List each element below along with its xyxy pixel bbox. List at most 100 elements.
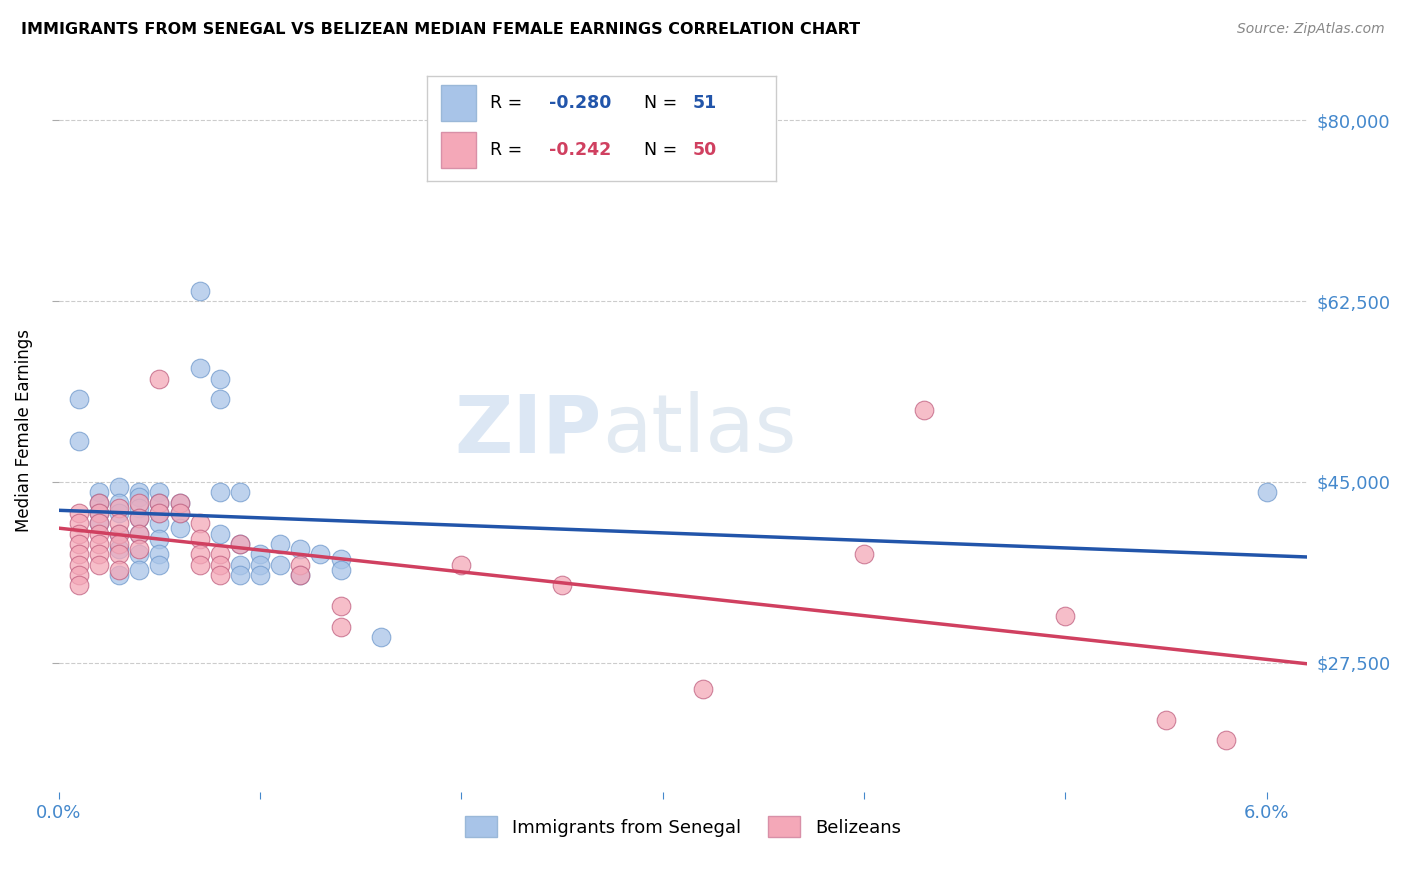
Point	[128, 547, 150, 561]
Point	[188, 547, 211, 561]
Text: IMMIGRANTS FROM SENEGAL VS BELIZEAN MEDIAN FEMALE EARNINGS CORRELATION CHART: IMMIGRANTS FROM SENEGAL VS BELIZEAN MEDI…	[21, 22, 860, 37]
Point	[1215, 733, 1237, 747]
Y-axis label: Median Female Earnings: Median Female Earnings	[15, 329, 32, 532]
Point	[188, 516, 211, 531]
Point	[1054, 609, 1077, 624]
Legend: Immigrants from Senegal, Belizeans: Immigrants from Senegal, Belizeans	[457, 809, 908, 845]
Point	[128, 495, 150, 509]
Point	[208, 371, 231, 385]
Text: Source: ZipAtlas.com: Source: ZipAtlas.com	[1237, 22, 1385, 37]
Point	[148, 532, 170, 546]
Point	[370, 630, 392, 644]
Point	[249, 568, 271, 582]
Point	[128, 526, 150, 541]
Point	[229, 558, 252, 572]
Point	[208, 526, 231, 541]
Text: ZIP: ZIP	[454, 392, 602, 469]
Point	[290, 568, 312, 582]
Point	[148, 495, 170, 509]
Point	[87, 495, 110, 509]
Point	[169, 506, 191, 520]
Point	[108, 516, 131, 531]
Point	[108, 542, 131, 557]
Point	[169, 495, 191, 509]
Point	[108, 526, 131, 541]
Point	[87, 526, 110, 541]
Point	[169, 521, 191, 535]
Point	[128, 485, 150, 500]
Point	[87, 558, 110, 572]
Point	[914, 402, 936, 417]
Point	[67, 537, 90, 551]
Point	[67, 506, 90, 520]
Point	[208, 558, 231, 572]
Point	[108, 563, 131, 577]
Point	[450, 558, 472, 572]
Point	[1154, 713, 1177, 727]
Point	[329, 563, 352, 577]
Point	[148, 558, 170, 572]
Point	[229, 568, 252, 582]
Point	[87, 537, 110, 551]
Point	[148, 485, 170, 500]
Point	[128, 511, 150, 525]
Point	[309, 547, 332, 561]
Point	[188, 558, 211, 572]
Point	[67, 516, 90, 531]
Point	[1256, 485, 1278, 500]
Point	[87, 506, 110, 520]
Point	[229, 485, 252, 500]
Point	[67, 578, 90, 592]
Point	[108, 495, 131, 509]
Point	[108, 500, 131, 515]
Point	[208, 547, 231, 561]
Text: atlas: atlas	[602, 392, 796, 469]
Point	[249, 547, 271, 561]
Point	[290, 568, 312, 582]
Point	[128, 542, 150, 557]
Point	[692, 681, 714, 696]
Point	[188, 284, 211, 298]
Point	[87, 516, 110, 531]
Point	[67, 392, 90, 407]
Point	[853, 547, 876, 561]
Point	[87, 506, 110, 520]
Point	[551, 578, 574, 592]
Point	[208, 392, 231, 407]
Point	[290, 542, 312, 557]
Point	[67, 547, 90, 561]
Point	[67, 558, 90, 572]
Point	[108, 526, 131, 541]
Point	[87, 516, 110, 531]
Point	[290, 558, 312, 572]
Point	[229, 537, 252, 551]
Point	[148, 516, 170, 531]
Point	[169, 506, 191, 520]
Point	[329, 599, 352, 613]
Point	[269, 558, 291, 572]
Point	[67, 526, 90, 541]
Point	[188, 532, 211, 546]
Point	[169, 495, 191, 509]
Point	[329, 619, 352, 633]
Point	[148, 495, 170, 509]
Point	[148, 547, 170, 561]
Point	[87, 495, 110, 509]
Point	[148, 371, 170, 385]
Point	[249, 558, 271, 572]
Point	[67, 434, 90, 448]
Point	[269, 537, 291, 551]
Point	[128, 500, 150, 515]
Point	[67, 568, 90, 582]
Point	[148, 506, 170, 520]
Point	[108, 547, 131, 561]
Point	[108, 506, 131, 520]
Point	[329, 552, 352, 566]
Point	[188, 361, 211, 376]
Point	[229, 537, 252, 551]
Point	[128, 526, 150, 541]
Point	[148, 506, 170, 520]
Point	[128, 511, 150, 525]
Point	[108, 480, 131, 494]
Point	[87, 485, 110, 500]
